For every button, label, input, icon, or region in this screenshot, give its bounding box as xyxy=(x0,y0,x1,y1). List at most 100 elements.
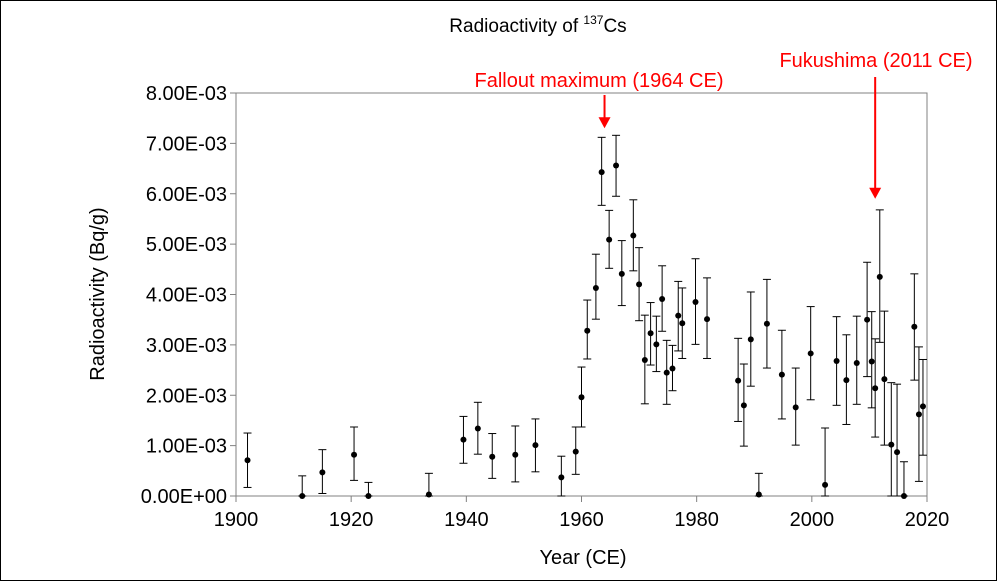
data-point xyxy=(842,334,851,425)
point-marker xyxy=(864,316,871,323)
point-marker xyxy=(572,448,579,455)
point-marker xyxy=(606,236,613,243)
data-point xyxy=(583,299,592,360)
y-tick-label: 2.00E-03 xyxy=(146,385,227,407)
data-point xyxy=(364,481,373,499)
point-marker xyxy=(659,296,666,303)
data-point xyxy=(899,461,908,499)
data-point xyxy=(612,134,621,197)
x-tick-label: 1900 xyxy=(214,509,259,531)
chart-title-superscript: 137 xyxy=(583,13,603,27)
point-marker xyxy=(558,474,565,481)
point-marker xyxy=(692,299,699,306)
point-marker xyxy=(763,320,770,327)
data-point xyxy=(746,291,755,387)
data-point xyxy=(591,253,600,320)
data-point xyxy=(914,346,923,482)
x-axis: 1900 1920 1940 1960 1980 2000 2020 xyxy=(214,496,950,531)
point-marker xyxy=(911,323,918,330)
data-point xyxy=(806,306,815,401)
point-marker xyxy=(653,341,660,348)
point-marker xyxy=(894,449,901,456)
data-point xyxy=(243,432,252,488)
data-point xyxy=(318,449,327,494)
annotation-label: Fukushima (2011 CE) xyxy=(779,50,972,72)
point-marker xyxy=(474,425,481,432)
point-marker xyxy=(792,404,799,411)
x-tick-label: 1940 xyxy=(444,509,489,531)
data-point xyxy=(678,287,687,359)
data-point xyxy=(350,426,359,481)
point-marker xyxy=(868,358,875,365)
point-marker xyxy=(853,360,860,367)
chart-title-suffix: Cs xyxy=(603,16,626,37)
point-marker xyxy=(679,320,686,327)
y-tick-label: 1.00E-03 xyxy=(146,436,227,458)
data-point xyxy=(703,277,712,359)
data-point xyxy=(577,366,586,428)
data-point xyxy=(910,273,919,381)
data-points xyxy=(243,134,927,499)
point-marker xyxy=(351,451,358,458)
point-marker xyxy=(675,312,682,319)
point-marker xyxy=(822,481,829,488)
point-marker xyxy=(365,493,372,499)
point-marker xyxy=(592,284,599,291)
point-marker xyxy=(319,469,326,476)
data-point xyxy=(658,265,667,332)
point-marker xyxy=(641,356,648,363)
data-point xyxy=(762,278,771,369)
point-marker xyxy=(888,441,895,448)
data-point xyxy=(852,315,861,405)
data-point xyxy=(893,383,902,497)
y-tick-label: 0.00E+00 xyxy=(141,486,227,508)
data-point xyxy=(459,415,468,464)
point-marker xyxy=(532,442,539,449)
data-point xyxy=(871,338,880,438)
data-point xyxy=(635,247,644,322)
data-point xyxy=(887,382,896,497)
data-point xyxy=(531,418,540,473)
point-marker xyxy=(618,270,625,277)
point-marker xyxy=(900,493,907,499)
point-marker xyxy=(598,169,605,176)
point-marker xyxy=(876,273,883,280)
point-marker xyxy=(663,369,670,376)
point-marker xyxy=(669,365,676,372)
point-marker xyxy=(636,281,643,288)
data-point xyxy=(754,472,763,498)
data-point xyxy=(597,136,606,206)
y-axis-title: Radioactivity (Bq/g) xyxy=(87,207,109,380)
x-tick-label: 2020 xyxy=(905,509,950,531)
point-marker xyxy=(244,457,251,464)
y-tick-label: 6.00E-03 xyxy=(146,184,227,206)
data-point xyxy=(571,426,580,475)
y-tick-label: 7.00E-03 xyxy=(146,133,227,155)
point-marker xyxy=(584,327,591,334)
data-point xyxy=(875,209,884,343)
point-marker xyxy=(489,453,496,460)
y-tick-label: 3.00E-03 xyxy=(146,335,227,357)
data-point xyxy=(473,401,482,455)
point-marker xyxy=(647,330,654,337)
annotation-arrow-head xyxy=(869,187,882,199)
point-marker xyxy=(578,394,585,401)
annotation-arrow-head xyxy=(598,117,611,129)
point-marker xyxy=(843,377,850,384)
plot-area xyxy=(235,92,928,497)
point-marker xyxy=(833,357,840,364)
point-marker xyxy=(630,232,637,239)
data-point xyxy=(424,472,433,498)
data-point xyxy=(617,240,626,307)
annotations: Fallout maximum (1964 CE) Fukushima (2011… xyxy=(475,50,973,199)
data-point xyxy=(821,427,830,497)
data-point xyxy=(739,363,748,447)
data-point xyxy=(488,433,497,479)
data-point xyxy=(511,425,520,483)
chart-title: Radioactivity of 137Cs xyxy=(449,13,626,37)
data-point xyxy=(640,314,649,405)
data-point xyxy=(691,258,700,345)
data-point xyxy=(867,311,876,409)
data-point xyxy=(557,455,566,497)
